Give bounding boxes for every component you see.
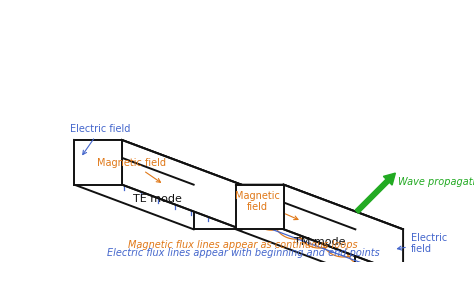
Text: Magnetic field: Magnetic field	[97, 158, 166, 182]
Polygon shape	[284, 185, 403, 274]
FancyArrow shape	[355, 173, 395, 213]
Text: Electric flux lines appear with beginning and end points: Electric flux lines appear with beginnin…	[107, 248, 379, 258]
Polygon shape	[236, 185, 284, 229]
Text: Wave propagation: Wave propagation	[399, 177, 474, 187]
Polygon shape	[236, 185, 403, 229]
Text: Magnetic flux lines appear as continuous loops: Magnetic flux lines appear as continuous…	[128, 240, 358, 250]
Text: Magnetic
field: Magnetic field	[235, 191, 298, 220]
Polygon shape	[74, 140, 241, 185]
Text: Electric
field: Electric field	[398, 233, 447, 254]
Text: TM mode: TM mode	[294, 237, 345, 247]
Polygon shape	[122, 140, 241, 229]
Text: Electric field: Electric field	[71, 124, 131, 155]
Polygon shape	[74, 140, 122, 185]
Text: TE mode: TE mode	[133, 194, 182, 204]
